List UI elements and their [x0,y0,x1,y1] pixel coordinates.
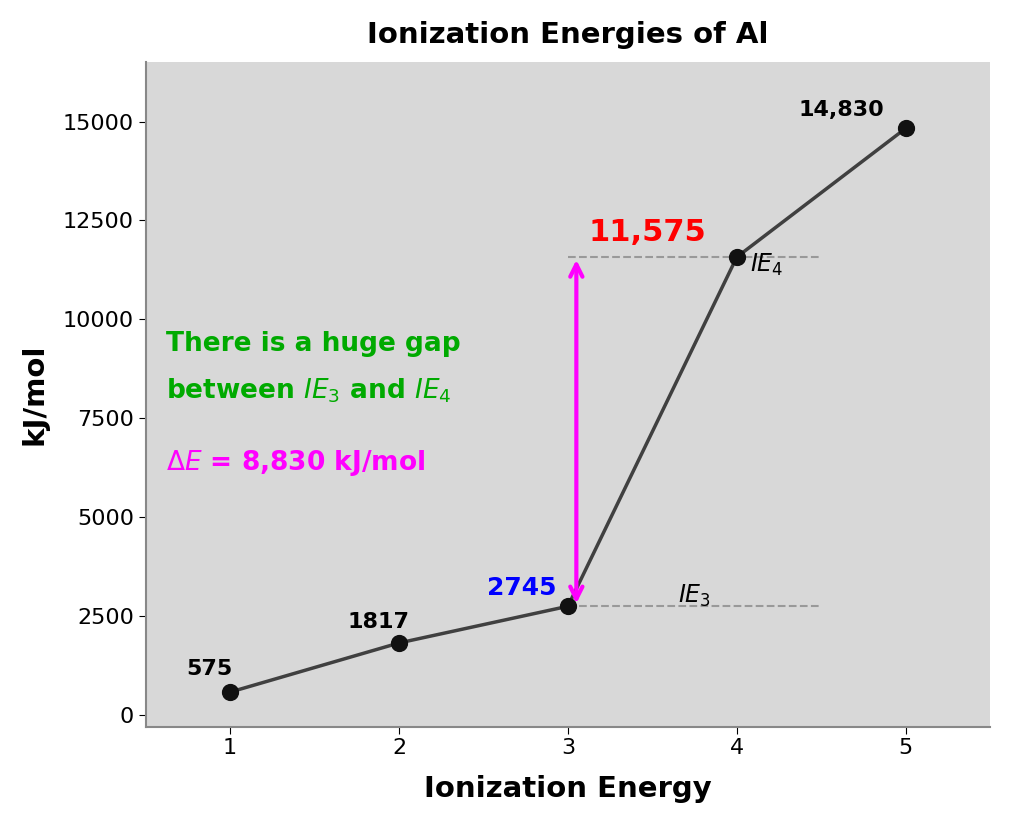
Text: $\mathit{IE}_4$: $\mathit{IE}_4$ [750,252,784,278]
Text: 575: 575 [187,659,233,680]
Text: 14,830: 14,830 [799,100,885,119]
X-axis label: Ionization Energy: Ionization Energy [424,775,712,803]
Title: Ionization Energies of Al: Ionization Energies of Al [367,21,768,49]
Point [898,122,914,135]
Text: $\mathit{IE}_3$: $\mathit{IE}_3$ [677,583,711,609]
Text: 2745: 2745 [487,576,556,600]
Text: between $\mathit{IE}_3$ and $\mathit{IE}_4$: between $\mathit{IE}_3$ and $\mathit{IE}… [166,377,451,405]
Point [222,686,239,699]
Text: $\Delta E$ = 8,830 kJ/mol: $\Delta E$ = 8,830 kJ/mol [166,447,426,478]
Text: 11,575: 11,575 [588,218,706,247]
Point [560,600,576,613]
Point [729,250,745,264]
Text: There is a huge gap: There is a huge gap [166,331,461,357]
Y-axis label: kJ/mol: kJ/mol [21,344,49,445]
Point [391,636,407,649]
Text: 1817: 1817 [348,612,409,632]
